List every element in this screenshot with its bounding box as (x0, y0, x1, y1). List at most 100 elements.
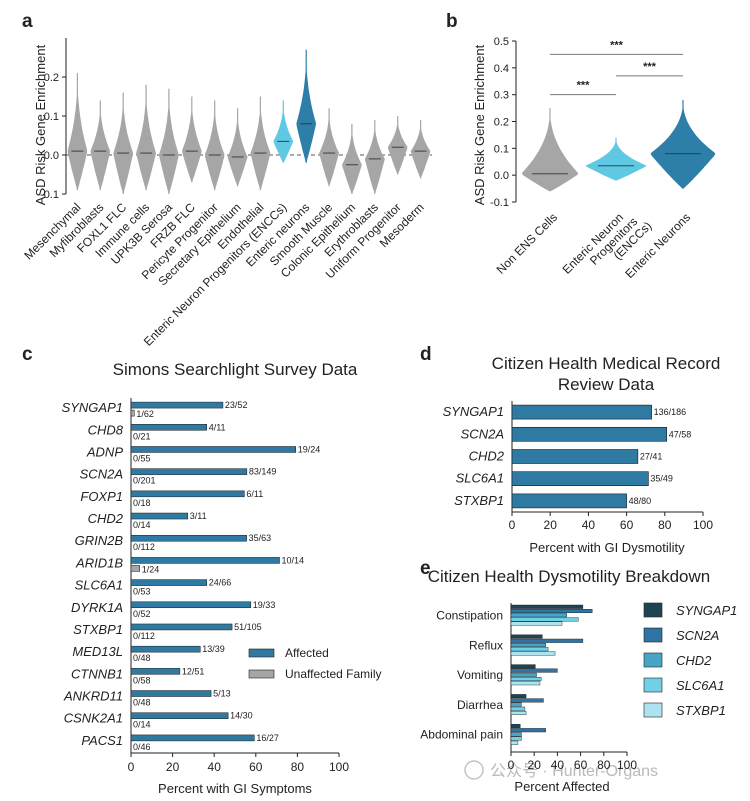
panel-a-violin-colonic-epithelium (342, 123, 362, 194)
panel-b-label: b (446, 11, 458, 32)
legend-syngap1-label: SYNGAP1 (676, 603, 737, 618)
panel-e-xtick-label: 40 (551, 758, 565, 772)
panel-d-xtick-label: 100 (693, 518, 713, 532)
panel-d-gene-label: STXBP1 (454, 493, 504, 508)
panel-c-affected-value: 13/39 (202, 644, 225, 654)
panel-b-category-label-line: Non ENS Cells (494, 210, 560, 276)
panel-a-violin-chart: -0.10.00.10.2MesenchymalMyfibroblastsFOX… (21, 38, 432, 349)
panel-c-affected-value: 3/11 (190, 511, 207, 521)
panel-e-bar-slc6a1 (510, 706, 526, 711)
panel-c-gene-label: CHD8 (88, 422, 124, 437)
panel-c-bar-affected (130, 490, 245, 498)
panel-d-gene-label: SLC6A1 (456, 471, 504, 486)
panel-c-bar-chart: 0 20 40 60 80 100 SYNGAP1 23/52 1/62 CHD8 4/11 0/21… (62, 398, 349, 774)
panel-b-significance-label: *** (610, 39, 624, 51)
panel-c-bar-affected (130, 534, 247, 542)
legend-affected-swatch (248, 648, 275, 658)
panel-c-unaffected-value: 0/21 (133, 431, 151, 441)
panel-c-affected-value: 19/33 (253, 600, 276, 610)
panel-c-xtick-label: 100 (329, 760, 349, 774)
panel-a-ytick-label: 0.1 (44, 111, 59, 123)
panel-d-bar (511, 404, 652, 420)
panel-c-affected-value: 14/30 (230, 711, 253, 721)
panel-e-bar-stxbp1 (510, 681, 541, 686)
panel-c-unaffected-value: 0/112 (133, 631, 155, 641)
panel-a-violin-enteric-neuron-progenitors-enccs (273, 100, 294, 163)
panel-d-xtick-label: 80 (658, 518, 672, 532)
panel-d-xtick-label: 20 (544, 518, 558, 532)
panel-b-significance-label: *** (577, 80, 591, 92)
panel-e-bar-stxbp1 (510, 740, 519, 745)
panel-e-bar-chd2 (510, 643, 546, 648)
panel-e-title: Citizen Health Dysmotility Breakdown (428, 567, 711, 586)
panel-e-bar-syngap1 (510, 694, 527, 699)
panel-a-ytick-label: 0.2 (44, 72, 59, 84)
panel-d-gene-label: SYNGAP1 (443, 404, 504, 419)
panel-c-unaffected-value: 1/62 (136, 409, 154, 419)
legend-stxbp1-label: STXBP1 (676, 703, 726, 718)
panel-e-bar-slc6a1 (510, 617, 579, 622)
panel-c-unaffected-value: 0/58 (133, 675, 151, 685)
panel-d-bar (511, 471, 649, 487)
panel-c-bar-affected (130, 601, 252, 609)
legend-scn2a-swatch (643, 627, 663, 643)
panel-e-bar-syngap1 (510, 724, 521, 729)
panel-a-ytick-label: 0.0 (44, 150, 59, 162)
legend-slc6a1-label: SLC6A1 (676, 678, 724, 693)
panel-c-unaffected-value: 0/112 (133, 542, 155, 552)
panel-c-unaffected-value: 0/52 (133, 609, 151, 619)
panel-e-bar-syngap1 (510, 664, 536, 669)
panel-d-value-label: 47/58 (669, 429, 692, 439)
panel-c-gene-label: GRIN2B (75, 533, 124, 548)
panel-a-ylabel: ASD Risk Gene Enrichment (33, 44, 48, 205)
panel-e-xlabel: Percent Affected (514, 779, 609, 794)
panel-c-xtick-label: 20 (166, 760, 180, 774)
panel-d-xlabel: Percent with GI Dysmotility (529, 540, 685, 555)
panel-c-affected-value: 24/66 (209, 578, 232, 588)
legend-unaffected-swatch (248, 669, 275, 679)
panel-c-affected-value: 12/51 (182, 666, 205, 676)
panel-c-xtick-label: 80 (291, 760, 305, 774)
panel-c-affected-value: 23/52 (225, 400, 248, 410)
panel-e-bar-scn2a (510, 638, 584, 643)
panel-c-unaffected-value: 0/201 (133, 476, 156, 486)
panel-c-label: c (22, 344, 33, 365)
panel-e-category-label: Constipation (436, 609, 503, 623)
panel-c-bar-affected (130, 690, 212, 697)
panel-d-value-label: 136/186 (654, 407, 687, 417)
panel-c-unaffected-value: 0/46 (133, 742, 151, 752)
panel-a-violin-uniform-progenitor (388, 116, 408, 175)
panel-c-gene-label: CHD2 (88, 511, 124, 526)
panel-a-violin-frzb-flc (182, 96, 202, 183)
panel-d-gene-label: CHD2 (469, 449, 505, 464)
panel-c-bar-affected (130, 734, 255, 742)
panel-c-affected-value: 51/105 (234, 622, 262, 632)
panel-d-bar-chart: 0 20 40 60 80 100 SYNGAP1 136/186 SCN2A 47/58 CHD2… (443, 401, 713, 532)
panel-e-xtick-label: 60 (574, 758, 588, 772)
panel-e-bar-chd2 (510, 672, 537, 677)
wechat-icon (464, 760, 484, 780)
panel-c-bar-affected (130, 401, 224, 409)
panel-b-category-label: Enteric NeuronProgenitors(ENCCs) (560, 200, 655, 295)
panel-c-gene-label: SYNGAP1 (62, 400, 123, 415)
panel-a-violin-pericyte-progenitor (205, 100, 225, 191)
panel-e-category-label: Diarrhea (457, 698, 503, 712)
panel-c-gene-label: DYRK1A (71, 600, 123, 615)
panel-b-ytick-label: -0.1 (490, 197, 509, 209)
panel-a-label: a (22, 11, 33, 32)
panel-c-xtick-label: 0 (128, 760, 135, 774)
panel-b-ytick-label: 0.5 (494, 36, 509, 48)
panel-e-bar-stxbp1 (510, 651, 556, 656)
panel-a-violin-erythroblasts (364, 119, 385, 194)
panel-c-bar-affected (130, 668, 181, 675)
panel-c-gene-label: ANKRD11 (63, 689, 123, 704)
panel-d-xtick-label: 40 (582, 518, 596, 532)
panel-c-unaffected-value: 0/48 (133, 698, 151, 708)
panel-b-ytick-label: 0.1 (494, 143, 509, 155)
panel-b-violin-non-ens-cells (522, 108, 578, 192)
panel-c-gene-label: CTNNB1 (71, 666, 123, 681)
panel-e-xtick-label: 0 (508, 758, 515, 772)
watermark: 公众号 · Hunter-Organs (464, 760, 658, 780)
panel-d-bar (511, 493, 627, 509)
panel-c-affected-value: 19/24 (298, 444, 321, 454)
